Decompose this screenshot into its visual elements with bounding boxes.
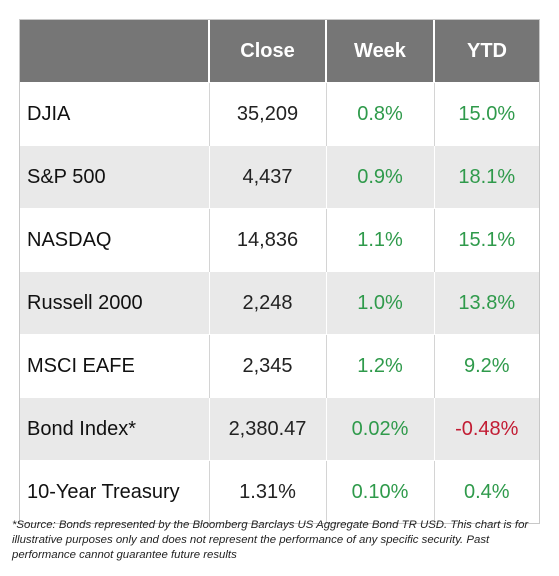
- close-value: 2,380.47: [208, 397, 326, 461]
- table-header-row: Close Week YTD: [20, 20, 539, 83]
- week-change: 1.1%: [325, 208, 434, 272]
- ytd-change: 15.0%: [433, 82, 539, 146]
- close-value: 2,345: [208, 334, 326, 398]
- header-ytd: YTD: [433, 20, 539, 83]
- ytd-change: 0.4%: [433, 460, 539, 523]
- close-value: 14,836: [208, 208, 326, 272]
- week-change: 1.0%: [325, 271, 434, 335]
- index-name: Russell 2000: [20, 271, 209, 335]
- header-index: [20, 20, 209, 83]
- market-performance-table: Close Week YTD DJIA 35,209 0.8% 15.0% S&…: [19, 19, 540, 524]
- week-change: 0.10%: [325, 460, 434, 523]
- index-name: S&P 500: [20, 145, 209, 209]
- table-row: DJIA 35,209 0.8% 15.0%: [20, 82, 539, 146]
- ytd-change: 18.1%: [433, 145, 539, 209]
- ytd-change: 9.2%: [433, 334, 539, 398]
- ytd-change: 13.8%: [433, 271, 539, 335]
- index-name: DJIA: [20, 82, 209, 146]
- header-close: Close: [208, 20, 326, 83]
- table-row: 10-Year Treasury 1.31% 0.10% 0.4%: [20, 460, 539, 523]
- close-value: 35,209: [208, 82, 326, 146]
- table-row: Russell 2000 2,248 1.0% 13.8%: [20, 271, 539, 335]
- week-change: 0.02%: [325, 397, 434, 461]
- week-change: 0.8%: [325, 82, 434, 146]
- table-row: S&P 500 4,437 0.9% 18.1%: [20, 145, 539, 209]
- header-week: Week: [325, 20, 434, 83]
- close-value: 2,248: [208, 271, 326, 335]
- index-name: NASDAQ: [20, 208, 209, 272]
- index-name: Bond Index*: [20, 397, 209, 461]
- ytd-change: 15.1%: [433, 208, 539, 272]
- source-footnote: *Source: Bonds represented by the Bloomb…: [12, 519, 529, 561]
- index-name: 10-Year Treasury: [20, 460, 209, 523]
- index-name: MSCI EAFE: [20, 334, 209, 398]
- ytd-change: -0.48%: [433, 397, 539, 461]
- table-row: NASDAQ 14,836 1.1% 15.1%: [20, 208, 539, 272]
- close-value: 1.31%: [208, 460, 326, 523]
- table-row: MSCI EAFE 2,345 1.2% 9.2%: [20, 334, 539, 398]
- close-value: 4,437: [208, 145, 326, 209]
- table-row: Bond Index* 2,380.47 0.02% -0.48%: [20, 397, 539, 461]
- week-change: 1.2%: [325, 334, 434, 398]
- week-change: 0.9%: [325, 145, 434, 209]
